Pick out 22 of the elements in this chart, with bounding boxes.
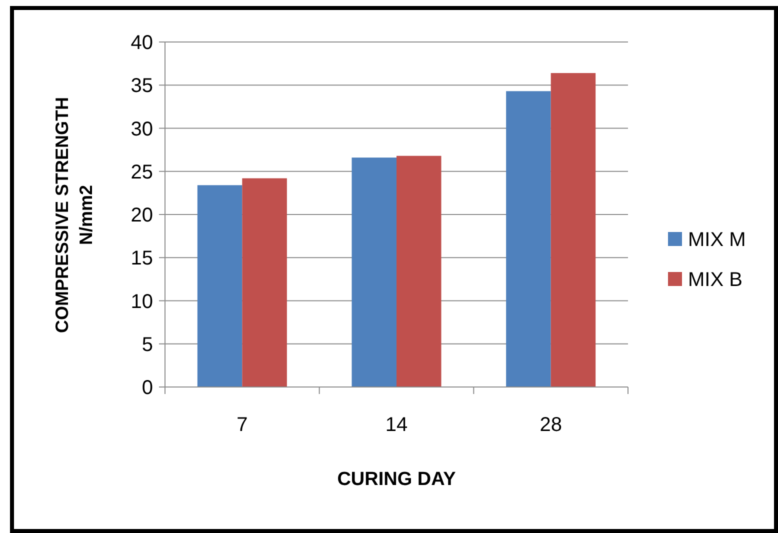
y-tick-label: 10 [130, 290, 153, 313]
bar [550, 73, 596, 387]
bar [352, 158, 396, 387]
y-tick-label: 0 [142, 377, 153, 399]
bar [396, 156, 442, 387]
y-tick-label: 40 [130, 32, 153, 54]
y-tick-label: 5 [142, 334, 153, 356]
x-axis-title: CURING DAY [337, 469, 456, 490]
y-tick-label: 35 [130, 75, 153, 98]
y-tick-label: 20 [130, 204, 153, 226]
legend-label: MIX B [688, 269, 742, 291]
x-tick-label: 7 [236, 414, 248, 436]
bar [506, 91, 551, 387]
bar [197, 185, 242, 387]
y-tick-label: 30 [130, 118, 153, 140]
bar [242, 178, 287, 387]
y-tick-label: 25 [130, 161, 153, 184]
y-axis-title: COMPRESSIVE STRENGTH N/mm2 [52, 96, 96, 334]
legend-label: MIX M [688, 229, 746, 251]
x-tick-label: 28 [540, 414, 562, 436]
y-tick-label: 15 [130, 248, 153, 270]
x-tick-label: 14 [385, 414, 408, 436]
